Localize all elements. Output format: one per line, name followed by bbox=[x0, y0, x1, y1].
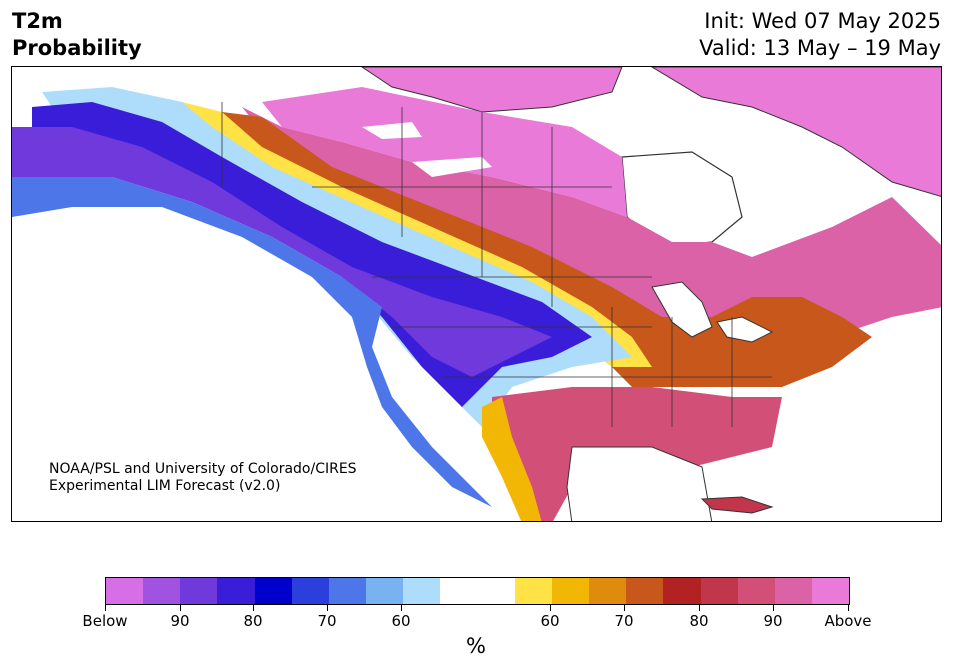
colorbar-tick bbox=[180, 605, 181, 611]
above-south-edge bbox=[482, 397, 542, 521]
colorbar-cell bbox=[514, 578, 552, 604]
colorbar-tick-label: 70 bbox=[317, 612, 337, 630]
colorbar-cell bbox=[291, 578, 329, 604]
colorbar bbox=[105, 577, 850, 605]
colorbar-cell bbox=[180, 578, 218, 604]
colorbar-cell bbox=[477, 578, 515, 604]
colorbar-cell bbox=[663, 578, 701, 604]
colorbar-tick-label: Below bbox=[82, 612, 128, 630]
colorbar-tick-label: 90 bbox=[170, 612, 190, 630]
colorbar-tick-label: 90 bbox=[763, 612, 783, 630]
greenland-region bbox=[651, 67, 941, 197]
colorbar-cell bbox=[328, 578, 367, 604]
colorbar-cell bbox=[811, 578, 850, 604]
probability-map bbox=[12, 67, 941, 521]
colorbar-tick-label: 60 bbox=[391, 612, 411, 630]
colorbar-cell bbox=[403, 578, 441, 604]
colorbar-cell bbox=[366, 578, 404, 604]
colorbar-cell bbox=[106, 578, 144, 604]
colorbar-tick bbox=[105, 605, 106, 611]
colorbar-cell bbox=[589, 578, 627, 604]
colorbar-tick bbox=[699, 605, 700, 611]
credit-text: NOAA/PSL and University of Colorado/CIRE… bbox=[49, 461, 357, 495]
forecast-dates: Init: Wed 07 May 2025 Valid: 13 May – 19… bbox=[699, 8, 941, 62]
init-date: Init: Wed 07 May 2025 bbox=[704, 9, 941, 33]
political-boundaries bbox=[221, 102, 772, 427]
colorbar-cell bbox=[737, 578, 775, 604]
above-band-max bbox=[262, 87, 627, 217]
below-band-west bbox=[12, 177, 492, 507]
colorbar-cell bbox=[143, 578, 181, 604]
valid-range: Valid: 13 May – 19 May bbox=[699, 36, 941, 60]
colorbar-tick bbox=[624, 605, 625, 611]
colorbar-tick-label: 80 bbox=[243, 612, 263, 630]
cuba bbox=[700, 496, 774, 514]
title-type: Probability bbox=[12, 36, 142, 60]
colorbar-tick bbox=[327, 605, 328, 611]
credit-line-2: Experimental LIM Forecast (v2.0) bbox=[49, 478, 281, 494]
colorbar-cell bbox=[440, 578, 478, 604]
arctic-lakes bbox=[362, 122, 492, 177]
colorbar-tick bbox=[253, 605, 254, 611]
above-band-mid bbox=[222, 112, 872, 387]
colorbar-cell bbox=[254, 578, 292, 604]
colorbar-tick bbox=[773, 605, 774, 611]
colorbar-cell bbox=[551, 578, 590, 604]
colorbar-cell bbox=[626, 578, 664, 604]
colorbar-tick bbox=[401, 605, 402, 611]
colorbar-cell bbox=[217, 578, 255, 604]
credit-line-1: NOAA/PSL and University of Colorado/CIRE… bbox=[49, 461, 357, 477]
map-panel bbox=[11, 66, 942, 522]
colorbar-tick-label: Above bbox=[824, 612, 872, 630]
gulf-water bbox=[566, 446, 713, 521]
title-variable: T2m bbox=[12, 9, 63, 33]
colorbar-cell bbox=[774, 578, 812, 604]
colorbar-tick-label: 80 bbox=[689, 612, 709, 630]
colorbar-unit: % bbox=[466, 634, 486, 658]
map-title: T2m Probability bbox=[12, 8, 142, 62]
colorbar-cell bbox=[700, 578, 738, 604]
colorbar-tick-label: 60 bbox=[540, 612, 560, 630]
colorbar-tick bbox=[550, 605, 551, 611]
colorbar-tick bbox=[848, 605, 849, 611]
below-band-core bbox=[12, 127, 552, 377]
arctic-islands bbox=[361, 67, 623, 113]
colorbar-tick-label: 70 bbox=[614, 612, 634, 630]
